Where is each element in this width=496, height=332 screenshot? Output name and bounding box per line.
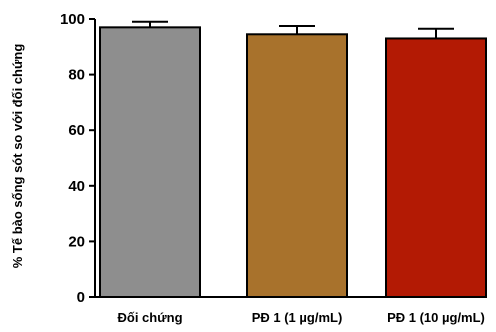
x-tick-label: PĐ 1 (1 µg/mL) [252,310,343,325]
x-tick-labels: Đối chứng PĐ 1 (1 µg/mL) PĐ 1 (10 µg/mL) [117,310,484,325]
y-tick-label: 100 [60,11,85,28]
bar [246,33,348,298]
y-axis-label: % Tế bào sống sót so với đối chứng [10,44,25,269]
bars [99,26,487,299]
bar [99,26,201,299]
bar [385,37,487,299]
error-bars [132,20,454,39]
x-tick-label: PĐ 1 (10 µg/mL) [387,310,485,325]
x-tick-label: Đối chứng [117,310,182,325]
y-tick-label: 80 [68,67,85,84]
y-tick-label: 40 [68,178,85,195]
y-tick-label: 60 [68,122,85,139]
y-tick-label: 20 [68,233,85,250]
y-tick-labels: 0 20 40 60 80 100 [60,11,85,306]
y-tick-label: 0 [77,289,85,306]
